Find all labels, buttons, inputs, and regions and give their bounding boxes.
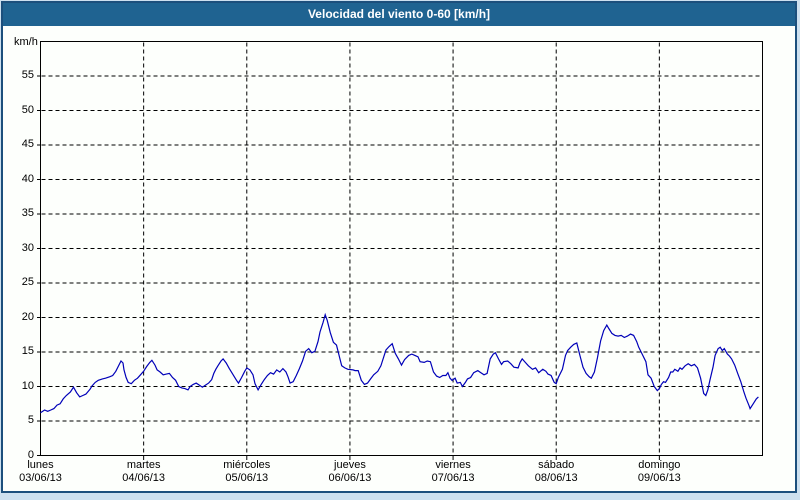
x-axis-tick-labels: lunes 03/06/13 martes 04/06/13 miércoles 05/0… (19, 459, 800, 489)
x-day-label: viernes 07/06/13 (411, 459, 495, 485)
x-day-label: martes 04/06/13 (102, 459, 186, 485)
date-label: 08/06/13 (534, 472, 578, 484)
y-tick-label: 30 (21, 241, 34, 254)
date-label: 05/06/13 (225, 472, 269, 484)
weekday-label: sábado (538, 459, 575, 471)
date-label: 07/06/13 (431, 472, 475, 484)
chart-window: Velocidad del viento 0-60 [km/h] (1, 1, 797, 493)
y-tick-label: 10 (21, 379, 34, 392)
y-axis-unit-label: km/h (14, 36, 38, 48)
y-tick-label: 25 (21, 276, 34, 288)
wind-speed-plot (37, 41, 763, 460)
window-title-bar: Velocidad del viento 0-60 [km/h] (3, 3, 795, 26)
date-label: 06/06/13 (328, 472, 372, 484)
date-label: 04/06/13 (122, 472, 166, 484)
weekday-label: jueves (334, 459, 366, 471)
y-tick-label: 5 (27, 414, 34, 426)
plot-border (40, 41, 763, 456)
wind-speed-line (40, 312, 759, 414)
x-day-label: lunes 03/06/13 (0, 459, 83, 485)
y-tick-label: 55 (21, 69, 34, 81)
y-axis-tick-labels: 0 5 10 15 20 25 30 35 40 45 50 55 (0, 41, 36, 465)
y-tick-label: 0 (27, 448, 34, 461)
y-tick-label: 20 (21, 310, 34, 323)
y-tick-label: 15 (21, 345, 34, 357)
x-day-label: domingo 09/06/13 (617, 459, 701, 485)
weekday-label: viernes (435, 459, 471, 471)
date-label: 03/06/13 (19, 472, 62, 484)
y-tick-label: 50 (21, 103, 34, 116)
y-tick-label: 45 (21, 138, 34, 150)
weekday-label: martes (126, 459, 161, 471)
weekday-label: miércoles (223, 459, 271, 471)
weekday-label: domingo (638, 459, 681, 471)
y-tick-label: 40 (21, 172, 34, 185)
x-day-label: sábado 08/06/13 (514, 459, 598, 485)
date-label: 09/06/13 (637, 472, 681, 484)
y-tick-label: 35 (21, 207, 34, 219)
x-day-label: jueves 06/06/13 (308, 459, 392, 485)
chart-title: Velocidad del viento 0-60 [km/h] (307, 7, 491, 21)
x-day-label: miércoles 05/06/13 (205, 459, 289, 485)
weekday-label: lunes (27, 459, 54, 471)
